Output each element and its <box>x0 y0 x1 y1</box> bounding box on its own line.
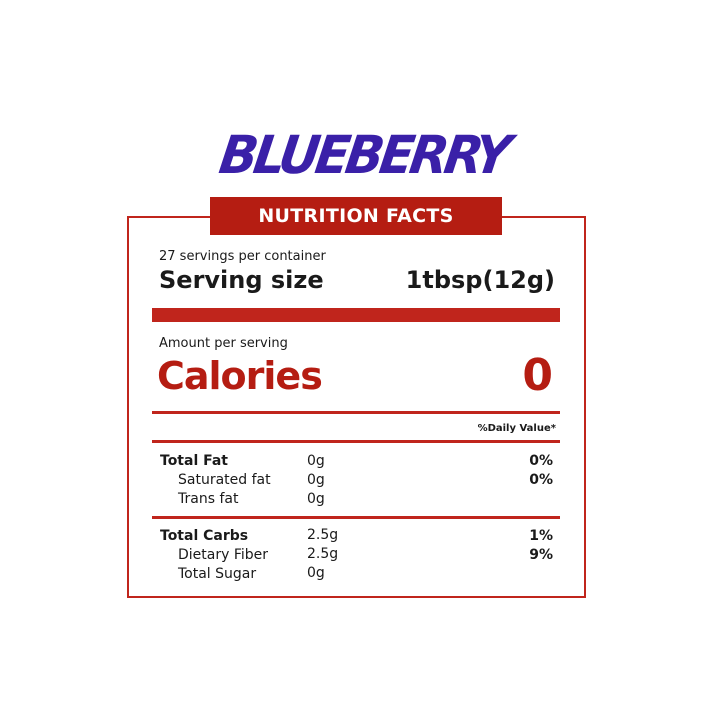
nutrient-name-trans-fat: Trans fat <box>178 491 239 507</box>
thick-divider <box>152 308 560 322</box>
nutrient-name-dietary-fiber: Dietary Fiber <box>178 547 269 563</box>
serving-size-label: Serving size <box>159 266 324 294</box>
nutrient-amount: 0g <box>307 491 325 507</box>
nutrient-amount: 0g <box>307 472 325 488</box>
nutrition-facts-banner: NUTRITION FACTS <box>210 197 502 235</box>
nutrient-dv: 9% <box>529 547 553 563</box>
calories-label: Calories <box>157 354 323 398</box>
nutrient-dv: 0% <box>529 472 553 488</box>
servings-per-container: 27 servings per container <box>159 249 326 264</box>
serving-size-value: 1tbsp(12g) <box>405 266 555 294</box>
amount-per-serving: Amount per serving <box>159 336 288 351</box>
brand-logo-text: BLUEBERRY <box>215 124 512 186</box>
divider <box>152 516 560 519</box>
nutrient-dv: 0% <box>529 453 553 469</box>
calories-value: 0 <box>522 350 553 401</box>
nutrient-name-total-carbs: Total Carbs <box>160 528 249 544</box>
nutrient-dv: 1% <box>529 528 553 544</box>
divider <box>152 411 560 414</box>
nutrient-amount: 0g <box>307 565 325 581</box>
daily-value-header: %Daily Value* <box>477 423 556 434</box>
nutrient-amount: 2.5g <box>307 527 339 543</box>
nutrient-name-total-sugar: Total Sugar <box>178 566 257 582</box>
divider <box>152 440 560 443</box>
nutrient-name-total-fat: Total Fat <box>160 453 229 469</box>
nutrient-name-saturated-fat: Saturated fat <box>178 472 271 488</box>
nutrient-amount: 2.5g <box>307 546 339 562</box>
nutrient-amount: 0g <box>307 453 325 469</box>
